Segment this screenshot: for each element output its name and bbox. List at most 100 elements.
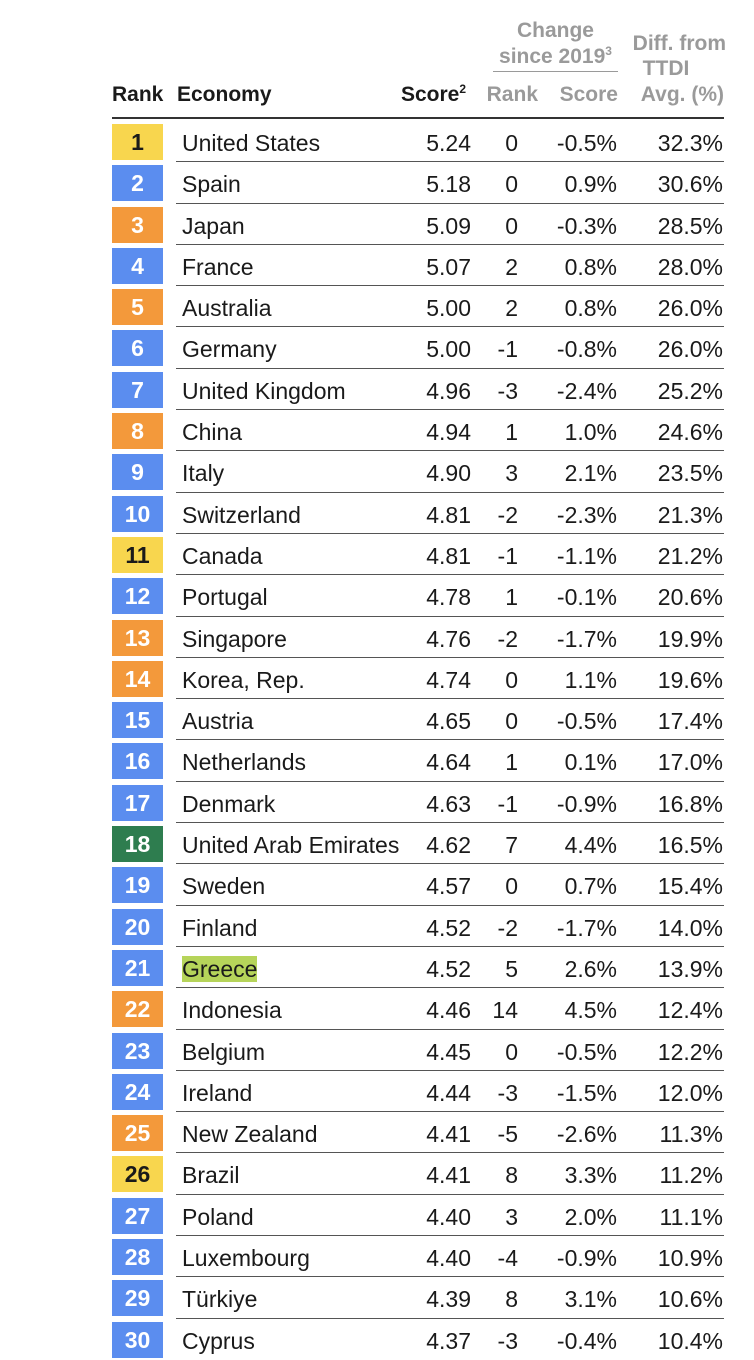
diff-value: 21.2% — [657, 542, 723, 569]
score-value: 5.09 — [426, 212, 471, 239]
change-rank-header: Rank — [486, 83, 538, 106]
diff-value: 10.4% — [657, 1327, 723, 1354]
table-row: 22 Indonesia 4.46 14 4.5% 12.4% — [0, 988, 754, 1030]
row-separator — [176, 822, 724, 824]
score-change-value: -0.9% — [556, 790, 617, 817]
score-header: Score2 — [400, 82, 466, 106]
row-separator — [176, 945, 724, 947]
rank-badge: 5 — [112, 289, 163, 326]
economy-name: New Zealand — [182, 1121, 318, 1148]
rank-change-value: 14 — [492, 997, 518, 1024]
score-change-value: -0.5% — [556, 130, 617, 156]
score-footnote: 2 — [459, 82, 466, 96]
rank-badge: 18 — [112, 826, 163, 863]
score-change-value: 4.5% — [564, 997, 617, 1024]
row-separator — [176, 1276, 724, 1278]
score-value: 4.45 — [426, 1038, 471, 1065]
economy-name: United States — [182, 130, 321, 156]
rank-badge: 12 — [112, 578, 163, 615]
diff-value: 23.5% — [657, 460, 723, 487]
score-change-value: 0.1% — [564, 749, 617, 776]
economy-name: Italy — [182, 460, 225, 487]
ranking-table: 1 United States 5.24 0 -0.5% 32.3% 2 Spain 5.18 0… — [0, 121, 754, 1360]
rank-change-value: -1 — [497, 790, 518, 817]
score-change-value: -0.3% — [556, 212, 617, 239]
diff-header-line3: Avg. (%) — [640, 83, 724, 106]
change-score-header: Score — [559, 83, 618, 106]
score-change-value: 0.8% — [564, 295, 617, 322]
score-change-value: 2.0% — [564, 1203, 617, 1230]
rank-badge: 13 — [112, 619, 163, 656]
diff-value: 11.3% — [659, 1121, 723, 1148]
rank-badge: 27 — [112, 1197, 163, 1234]
economy-name: Denmark — [182, 790, 276, 817]
score-change-value: -0.5% — [556, 1038, 617, 1065]
rank-change-value: -2 — [497, 501, 518, 528]
diff-value: 30.6% — [657, 171, 723, 198]
row-separator — [176, 1317, 724, 1319]
rank-change-value: 2 — [505, 295, 518, 322]
table-row: 15 Austria 4.65 0 -0.5% 17.4% — [0, 699, 754, 741]
economy-name: Belgium — [182, 1038, 266, 1065]
score-change-value: 2.1% — [564, 460, 617, 487]
rank-badge: 14 — [112, 660, 163, 697]
table-row: 3 Japan 5.09 0 -0.3% 28.5% — [0, 204, 754, 245]
diff-value: 28.0% — [657, 253, 723, 280]
change-header-line1: Change — [516, 19, 594, 42]
score-value: 4.81 — [426, 542, 471, 569]
economy-name: Singapore — [182, 625, 287, 652]
score-value: 4.46 — [426, 997, 471, 1024]
score-value: 4.57 — [426, 873, 471, 900]
score-change-value: -0.5% — [556, 708, 617, 735]
rank-change-value: 0 — [505, 1038, 518, 1065]
table-row: 21 Greece 4.52 5 2.6% 13.9% — [0, 947, 754, 989]
economy-name: Poland — [182, 1203, 254, 1230]
rank-change-value: 8 — [505, 1286, 518, 1313]
score-change-value: 0.8% — [564, 253, 617, 280]
rank-change-value: 5 — [505, 955, 518, 982]
score-value: 5.24 — [426, 130, 471, 156]
rank-change-value: 0 — [505, 708, 518, 735]
rank-badge: 6 — [112, 330, 163, 367]
score-value: 4.52 — [426, 955, 471, 982]
row-separator — [176, 285, 724, 287]
score-change-value: -1.7% — [556, 914, 617, 941]
table-row: 1 United States 5.24 0 -0.5% 32.3% — [0, 121, 754, 163]
rank-change-value: 3 — [505, 1203, 518, 1230]
table-row: 14 Korea, Rep. 4.74 0 1.1% 19.6% — [0, 658, 754, 700]
score-change-value: 1.0% — [564, 419, 617, 446]
row-separator — [176, 161, 724, 163]
diff-value: 11.2% — [659, 1162, 723, 1189]
score-value: 5.00 — [426, 295, 471, 322]
rank-change-value: 0 — [505, 873, 518, 900]
diff-value: 19.6% — [657, 666, 723, 693]
rank-change-value: 1 — [505, 419, 518, 446]
rank-badge: 4 — [112, 247, 163, 284]
row-separator — [176, 202, 724, 204]
economy-name: Luxembourg — [182, 1245, 310, 1272]
score-value: 4.40 — [426, 1245, 471, 1272]
rank-badge: 3 — [112, 206, 163, 243]
diff-value: 28.5% — [657, 212, 723, 239]
economy-name: Cyprus — [182, 1327, 255, 1354]
diff-value: 16.5% — [657, 832, 723, 859]
table-row: 11 Canada 4.81 -1 -1.1% 21.2% — [0, 534, 754, 576]
rank-badge: 8 — [112, 413, 163, 450]
row-separator — [176, 987, 724, 989]
row-separator — [176, 698, 724, 700]
diff-value: 21.3% — [657, 501, 723, 528]
rank-badge: 19 — [112, 867, 163, 904]
diff-value: 24.6% — [657, 419, 723, 446]
table-row: 7 United Kingdom 4.96 -3 -2.4% 25.2% — [0, 369, 754, 411]
table-row: 19 Sweden 4.57 0 0.7% 15.4% — [0, 864, 754, 906]
economy-name: Switzerland — [182, 501, 301, 528]
row-separator — [176, 780, 724, 782]
diff-value: 10.6% — [657, 1286, 723, 1313]
score-change-value: 0.7% — [564, 873, 617, 900]
row-separator — [176, 1028, 724, 1030]
rank-change-value: -5 — [497, 1121, 518, 1148]
rank-badge: 23 — [112, 1032, 163, 1069]
table-row: 9 Italy 4.90 3 2.1% 23.5% — [0, 451, 754, 493]
score-value: 4.76 — [426, 625, 471, 652]
table-row: 5 Australia 5.00 2 0.8% 26.0% — [0, 286, 754, 328]
